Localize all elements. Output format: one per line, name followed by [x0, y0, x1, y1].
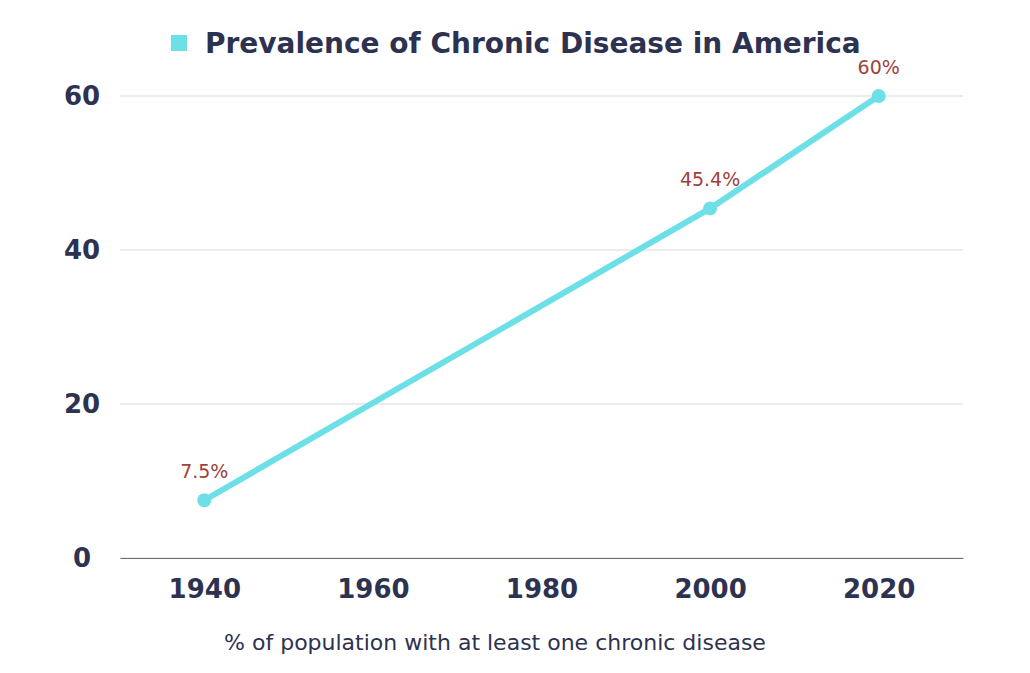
grid-line	[120, 404, 963, 405]
point	[197, 493, 211, 507]
x-tick-label: 1940	[169, 574, 241, 604]
x-axis-title: % of population with at least one chroni…	[224, 630, 766, 655]
data-label: 7.5%	[180, 460, 228, 482]
point	[703, 201, 717, 215]
chart: 0 20 40 60 1940 1960 1980 2000 2020 % of populati…	[0, 0, 1030, 673]
series-line	[204, 96, 878, 500]
legend-swatch	[171, 35, 187, 51]
x-tick: 2020	[843, 558, 915, 604]
x-tick-label: 2000	[674, 574, 746, 604]
x-tick-label: 1960	[337, 574, 409, 604]
y-tick-label: 0	[73, 543, 91, 573]
legend-label: Prevalence of Chronic Disease in America	[205, 27, 861, 60]
x-tick: 1980	[506, 558, 578, 604]
plot-area	[197, 89, 885, 507]
data-label: 45.4%	[680, 168, 740, 190]
legend: Prevalence of Chronic Disease in America	[171, 27, 861, 60]
data-label: 60%	[858, 56, 900, 78]
y-tick: 0	[73, 543, 120, 573]
x-axis-line	[121, 558, 964, 559]
x-tick: 1960	[337, 558, 409, 604]
point	[872, 89, 886, 103]
grid-line	[120, 250, 963, 251]
y-tick: 60	[64, 81, 120, 111]
x-tick: 1940	[169, 558, 241, 604]
y-tick: 40	[64, 235, 120, 265]
x-tick: 2000	[674, 558, 746, 604]
grid-line	[120, 96, 963, 97]
grid	[120, 96, 963, 558]
x-axis: 1940 1960 1980 2000 2020	[121, 558, 964, 604]
y-tick-label: 40	[64, 235, 100, 265]
x-tick-label: 1980	[506, 574, 578, 604]
y-tick: 20	[64, 389, 120, 419]
y-tick-label: 20	[64, 389, 100, 419]
y-tick-label: 60	[64, 81, 100, 111]
grid-line	[120, 558, 963, 559]
x-tick-label: 2020	[843, 574, 915, 604]
data-labels: 7.5% 45.4% 60%	[180, 56, 900, 482]
y-axis: 0 20 40 60	[64, 81, 120, 573]
